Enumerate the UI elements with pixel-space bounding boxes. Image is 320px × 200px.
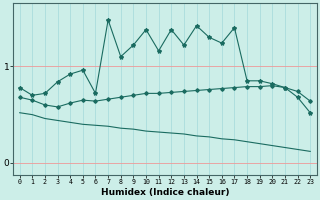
X-axis label: Humidex (Indice chaleur): Humidex (Indice chaleur) — [101, 188, 229, 197]
